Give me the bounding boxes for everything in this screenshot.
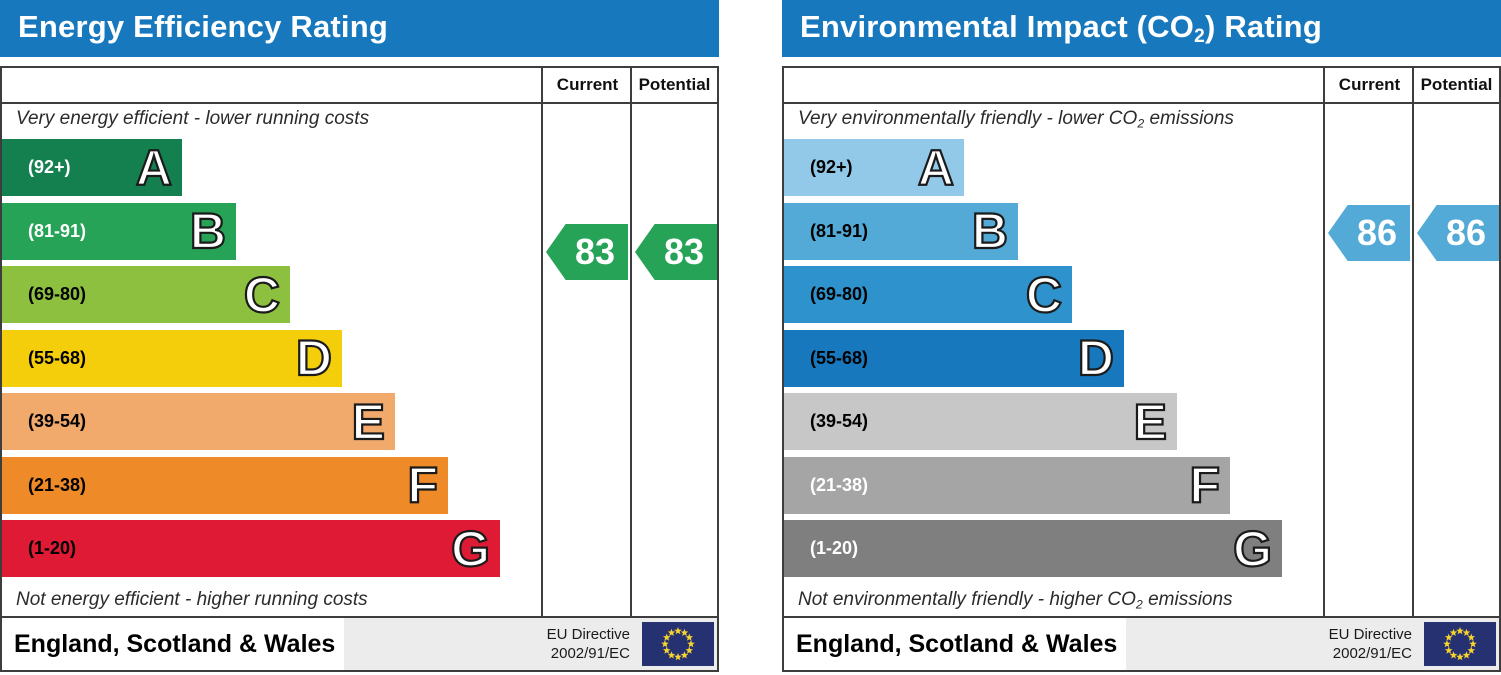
band-a: (92+) A: [784, 139, 964, 196]
region-label: England, Scotland & Wales: [784, 618, 1127, 670]
rating-panel-environmental: Environmental Impact (CO2) Rating Curren…: [782, 0, 1501, 675]
potential-column-header: Potential: [1420, 75, 1493, 94]
band-e: (39-54) E: [2, 393, 395, 450]
band-d: (55-68) D: [2, 329, 342, 387]
band-d: (55-68) D: [784, 329, 1124, 387]
rating-table: Current Potential Very energy efficient …: [0, 66, 719, 672]
eu-directive-label: EU Directive 2002/91/EC: [546, 625, 630, 663]
band-range-label: (39-54): [810, 411, 869, 431]
rating-panel-energy: Energy Efficiency Rating Current Potenti…: [0, 0, 719, 675]
band-range-label: (21-38): [810, 474, 869, 495]
eu-flag-icon: [1424, 622, 1496, 666]
eu-flag-icon: [642, 622, 714, 666]
band-letter: D: [295, 330, 333, 386]
band-g: (1-20) G: [784, 520, 1282, 577]
panel-title: Energy Efficiency Rating: [18, 9, 389, 45]
band-range-label: (69-80): [810, 284, 869, 304]
band-g: (1-20) G: [2, 520, 500, 577]
top-caption: Very energy efficient - lower running co…: [16, 108, 370, 129]
bottom-caption: Not energy efficient - higher running co…: [16, 589, 368, 610]
band-range-label: (69-80): [28, 284, 87, 304]
column-divider: [630, 68, 632, 616]
region-label: England, Scotland & Wales: [2, 618, 345, 670]
band-letter: E: [1133, 393, 1169, 450]
band-range-label: (92+): [28, 157, 71, 177]
panel-title-bar: Energy Efficiency Rating: [0, 0, 719, 57]
eu-directive-label: EU Directive 2002/91/EC: [1328, 625, 1412, 663]
band-range-label: (81-91): [810, 220, 869, 241]
band-letter: D: [1077, 330, 1115, 386]
band-range-label: (1-20): [810, 538, 859, 558]
current-rating-arrow: 86: [1328, 205, 1410, 261]
band-letter: A: [917, 139, 955, 196]
band-range-label: (81-91): [28, 220, 87, 241]
rating-bands: (92+) A (81-91) B (69-80) C (55-68) D (3…: [784, 139, 1282, 584]
band-letter: C: [243, 266, 281, 323]
potential-rating-arrow: 86: [1417, 205, 1499, 261]
potential-column-header: Potential: [638, 75, 711, 94]
band-letter: G: [1232, 520, 1273, 577]
band-range-label: (55-68): [810, 347, 869, 368]
band-range-label: (1-20): [28, 538, 77, 558]
column-divider: [1412, 68, 1414, 616]
panel-footer: England, Scotland & Wales EU Directive 2…: [2, 616, 717, 670]
current-column-header: Current: [1338, 75, 1401, 94]
current-rating-value: 83: [574, 231, 616, 272]
band-range-label: (92+): [810, 157, 853, 177]
table-header-row: Current Potential: [2, 68, 717, 104]
potential-rating-arrow: 83: [635, 224, 717, 280]
panel-title: Environmental Impact (CO2) Rating: [800, 9, 1322, 47]
table-header-row: Current Potential: [784, 68, 1499, 104]
band-letter: B: [189, 203, 227, 259]
band-c: (69-80) C: [2, 266, 290, 323]
current-rating-value: 86: [1356, 212, 1398, 253]
potential-rating-value: 86: [1445, 212, 1487, 253]
band-letter: C: [1025, 266, 1063, 323]
band-letter: F: [406, 457, 439, 513]
band-letter: F: [1188, 457, 1221, 513]
band-range-label: (21-38): [28, 474, 87, 495]
band-b: (81-91) B: [2, 202, 236, 260]
column-divider: [541, 68, 543, 616]
band-f: (21-38) F: [2, 456, 448, 514]
bottom-caption: Not environmentally friendly - higher CO…: [798, 589, 1233, 612]
band-b: (81-91) B: [784, 202, 1018, 260]
potential-rating-value: 83: [663, 231, 705, 272]
rating-bands: (92+) A (81-91) B (69-80) C (55-68) D (3…: [2, 139, 500, 584]
band-range-label: (39-54): [28, 411, 87, 431]
band-f: (21-38) F: [784, 456, 1230, 514]
current-column-header: Current: [556, 75, 619, 94]
panel-footer: England, Scotland & Wales EU Directive 2…: [784, 616, 1499, 670]
band-e: (39-54) E: [784, 393, 1177, 450]
current-rating-arrow: 83: [546, 224, 628, 280]
band-range-label: (55-68): [28, 347, 87, 368]
column-divider: [1323, 68, 1325, 616]
rating-table: Current Potential Very environmentally f…: [782, 66, 1501, 672]
band-letter: B: [971, 203, 1009, 259]
band-letter: A: [135, 139, 173, 196]
band-letter: E: [351, 393, 387, 450]
panel-title-bar: Environmental Impact (CO2) Rating: [782, 0, 1501, 57]
band-a: (92+) A: [2, 139, 182, 196]
top-caption: Very environmentally friendly - lower CO…: [798, 108, 1234, 131]
band-letter: G: [450, 520, 491, 577]
band-c: (69-80) C: [784, 266, 1072, 323]
